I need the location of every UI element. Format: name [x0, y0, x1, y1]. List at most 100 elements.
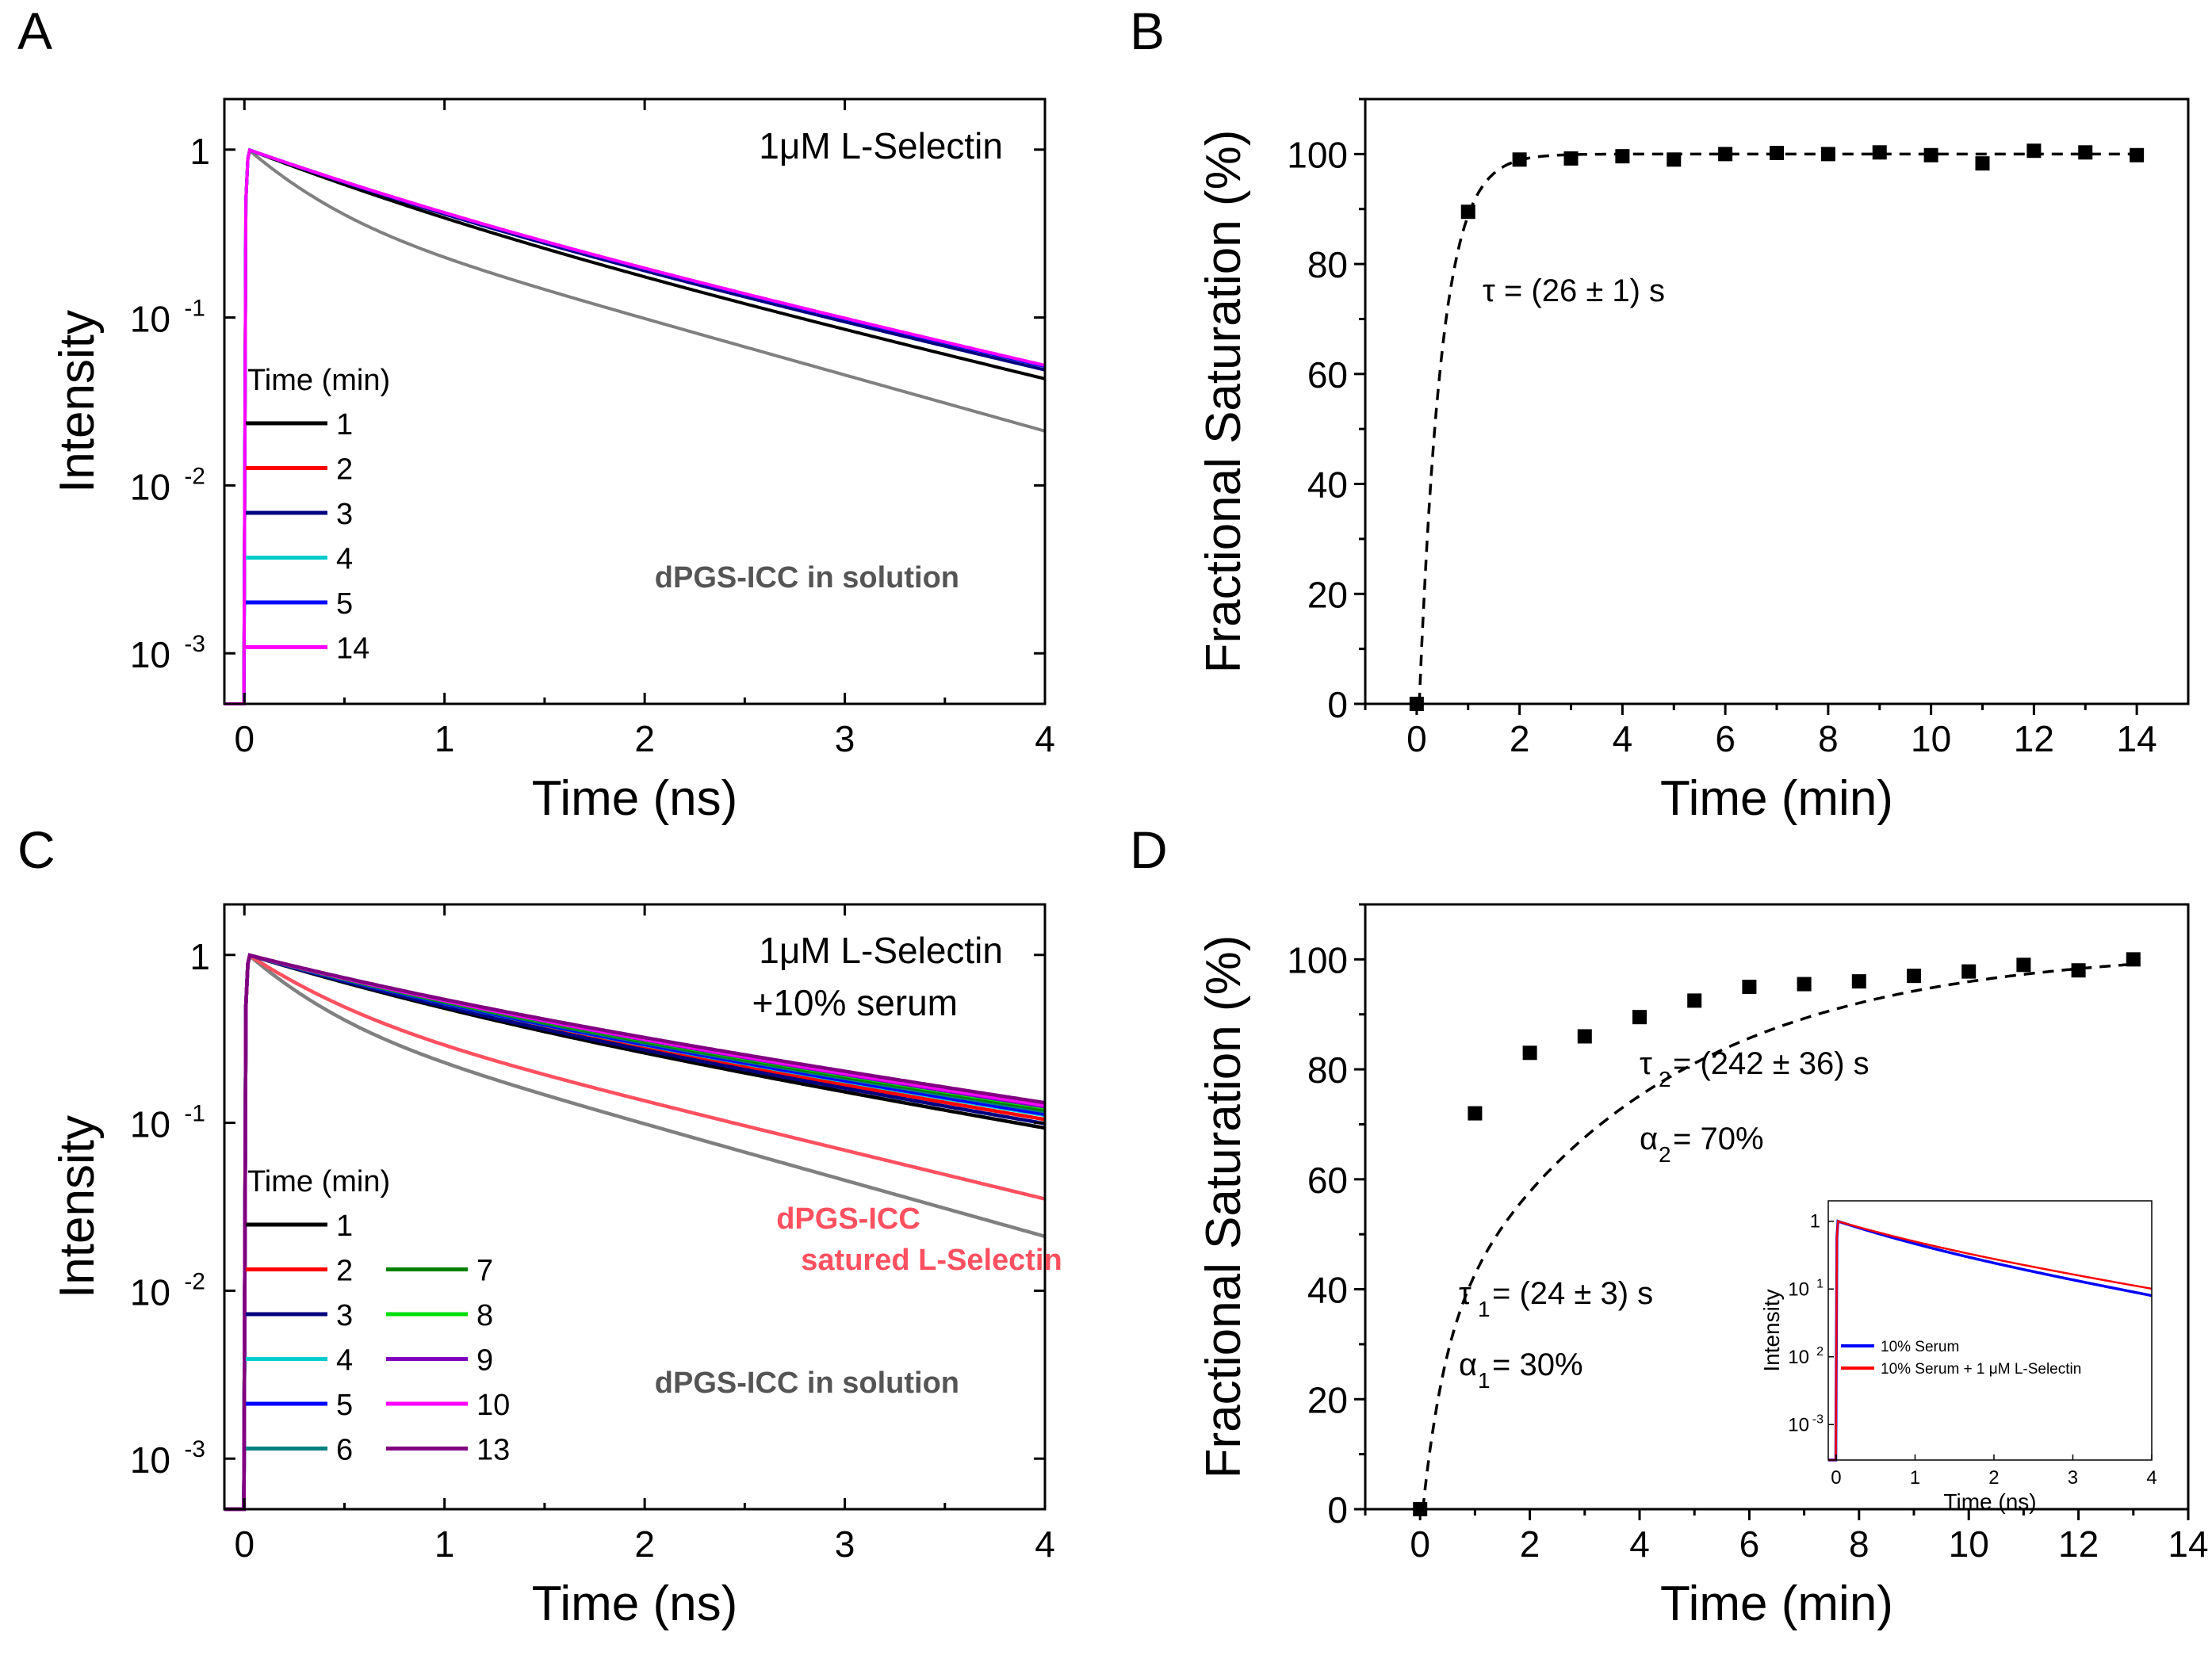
annotation-subscript: 1: [1478, 1368, 1491, 1393]
series-group: [224, 953, 1046, 1512]
x-tick-label: 2: [634, 1523, 655, 1565]
legend-label: 14: [336, 633, 369, 666]
x-tick-label: 0: [1406, 718, 1427, 759]
plot-frame: [223, 903, 1047, 1511]
inset-y-tick-label: 10: [1788, 1414, 1809, 1435]
plot-frame: [1364, 903, 2190, 1511]
data-point: [1615, 149, 1630, 164]
y-axis-label: Intensity: [50, 1115, 105, 1298]
data-point: [1797, 977, 1812, 992]
panel-A: 0 1 2 3 4 1 10 -1 10 -2 10 -3 Time (ns) Intensity 1μM …: [50, 97, 1055, 826]
inset-y-tick-exponent: -3: [1812, 1412, 1824, 1426]
legend-label: 8: [476, 1299, 493, 1332]
y-tick-label: 1: [189, 936, 210, 977]
x-tick-label: 0: [234, 718, 254, 759]
data-point: [1742, 980, 1757, 995]
y-tick-exponent: -2: [184, 463, 205, 489]
x-tick-label: 6: [1739, 1523, 1760, 1565]
data-point: [2026, 143, 2042, 159]
y-tick-label: 60: [1307, 354, 1348, 396]
inset-y-tick-label: 1: [1810, 1211, 1820, 1233]
legend-label: 4: [336, 543, 353, 576]
x-tick-label: 8: [1818, 718, 1839, 759]
legend-label: 3: [336, 1299, 353, 1332]
data-point: [2071, 963, 2086, 978]
data-point: [1512, 152, 1527, 167]
data-point: [2016, 957, 2031, 973]
legend-label: 10: [476, 1389, 510, 1422]
panel-label: A: [17, 2, 52, 60]
inset-series-line: [1828, 1220, 2153, 1462]
data-point: [1770, 145, 1784, 160]
x-tick-label: 0: [234, 1523, 254, 1565]
x-tick-label: 14: [2117, 718, 2157, 759]
x-tick-label: 2: [1520, 1523, 1540, 1565]
y-tick-label: 1: [189, 131, 210, 172]
series-line-C-0: [224, 953, 1046, 1512]
legend-label: 6: [336, 1434, 353, 1467]
legend-label: 4: [336, 1344, 353, 1378]
annotation: dPGS-ICC: [776, 1202, 920, 1236]
x-tick-label: 2: [634, 718, 655, 759]
x-tick-label: 4: [1613, 718, 1633, 759]
inset-legend-label: 10% Serum + 1 μM L-Selectin: [1881, 1361, 2081, 1378]
inset-x-axis-label: Time (ns): [1943, 1489, 2036, 1514]
inset-legend-label: 10% Serum: [1881, 1339, 1959, 1355]
y-tick-label: 80: [1307, 1049, 1348, 1091]
y-tick-label: 100: [1287, 939, 1348, 980]
y-tick-label: 10: [130, 1439, 170, 1481]
y-tick-exponent: -1: [184, 296, 205, 322]
inset-y-axis-label: Intensity: [1759, 1289, 1784, 1371]
panel-label: C: [17, 820, 55, 879]
annotation: = (24 ± 3) s: [1492, 1276, 1653, 1311]
y-tick-exponent: -3: [184, 631, 205, 657]
inset-x-tick-label: 4: [2146, 1467, 2157, 1489]
annotation-symbol: α: [1459, 1347, 1477, 1382]
panel-label: B: [1130, 2, 1165, 60]
data-point: [1468, 1106, 1483, 1121]
panel-B: 0 2 4 6 8 10 12 14 0 20 40 60 80 100 Time (min) Fractio…: [1196, 97, 2190, 826]
legend-label: 1: [336, 1210, 353, 1243]
legend-label: 2: [336, 1255, 353, 1288]
fit-curve: [1418, 152, 2137, 705]
data-point: [1923, 147, 1938, 162]
y-tick-label: 20: [1307, 574, 1348, 615]
annotation: satured L-Selectin: [801, 1244, 1062, 1277]
y-tick-exponent: -2: [184, 1268, 205, 1294]
y-axis-label: Intensity: [50, 310, 105, 493]
annotation: +10% serum: [752, 982, 958, 1023]
panel-label: D: [1130, 820, 1168, 879]
inset-background: [1828, 1201, 2152, 1460]
y-tick-exponent: -3: [184, 1436, 205, 1462]
x-tick-label: 3: [835, 718, 855, 759]
x-tick-label: 1: [434, 718, 455, 759]
inset-x-tick-label: 1: [1910, 1467, 1920, 1489]
y-tick-label: 10: [130, 1104, 170, 1145]
inset-x-tick-label: 0: [1831, 1467, 1841, 1489]
legend-label: 3: [336, 498, 353, 531]
inset-x-tick-label: 2: [1988, 1467, 1999, 1489]
legend-label: 5: [336, 587, 353, 621]
data-point: [2130, 147, 2145, 162]
annotation-symbol: α: [1640, 1122, 1658, 1156]
y-tick-label: 0: [1327, 1489, 1348, 1531]
y-axis-label: Fractional Saturation (%): [1196, 130, 1251, 674]
legend-label: 7: [476, 1255, 493, 1288]
series-group: [224, 147, 1046, 705]
data-point: [1413, 1502, 1428, 1516]
data-point: [1872, 145, 1887, 160]
y-tick-label: 60: [1307, 1160, 1348, 1201]
data-point: [1409, 697, 1424, 711]
y-tick-label: 10: [130, 634, 170, 675]
series-line-C-1: [224, 953, 1046, 1512]
inset-frame: [1827, 1200, 2153, 1461]
annotation: = 30%: [1492, 1347, 1583, 1382]
annotation-symbol: τ: [1459, 1276, 1471, 1311]
legend-label: 5: [336, 1389, 353, 1422]
annotation: 1μM L-Selectin: [759, 125, 1003, 166]
annotation-subscript: 2: [1659, 1142, 1671, 1167]
y-tick-label: 80: [1307, 244, 1348, 285]
x-tick-label: 12: [2058, 1523, 2099, 1565]
annotation: = 70%: [1673, 1122, 1764, 1156]
